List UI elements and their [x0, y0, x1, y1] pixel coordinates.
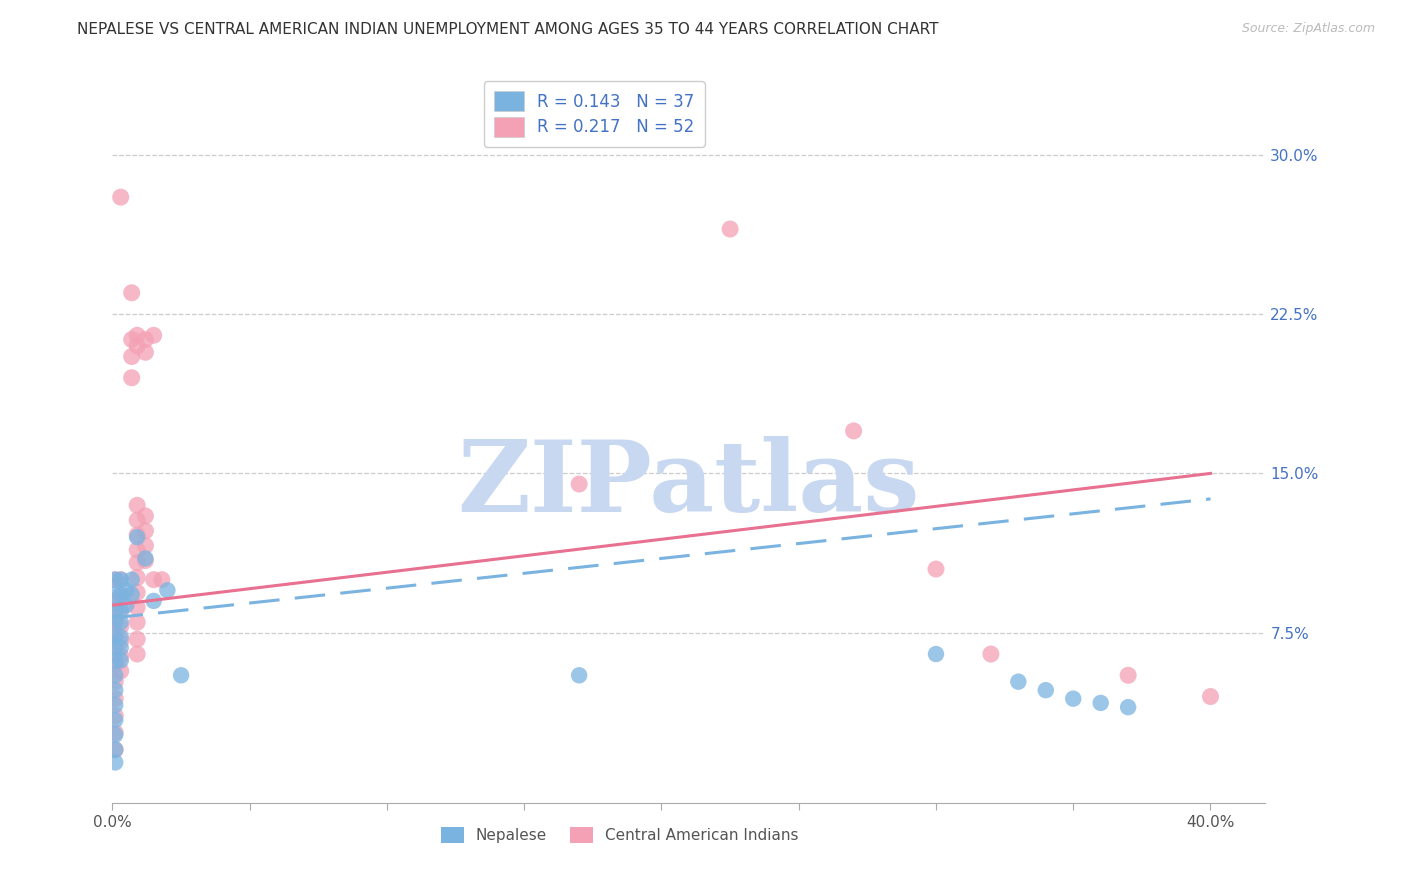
Point: [104, 742, 127, 756]
Point: [1116, 700, 1139, 714]
Point: [104, 674, 127, 689]
Point: [134, 508, 156, 523]
Point: [127, 528, 149, 542]
Point: [568, 668, 591, 682]
Point: [121, 285, 143, 300]
Point: [104, 668, 127, 682]
Point: [127, 570, 149, 584]
Point: [127, 615, 149, 630]
Point: [134, 539, 156, 553]
Point: [104, 588, 127, 602]
Point: [127, 339, 149, 353]
Point: [925, 647, 948, 661]
Point: [104, 640, 127, 655]
Point: [980, 647, 1002, 661]
Point: [127, 585, 149, 599]
Point: [134, 333, 156, 347]
Point: [110, 630, 132, 644]
Point: [104, 698, 127, 712]
Text: Source: ZipAtlas.com: Source: ZipAtlas.com: [1241, 22, 1375, 36]
Point: [104, 594, 127, 608]
Point: [104, 573, 127, 587]
Point: [110, 634, 132, 648]
Point: [127, 556, 149, 570]
Point: [718, 222, 741, 236]
Point: [104, 573, 127, 587]
Point: [1116, 668, 1139, 682]
Point: [104, 611, 127, 625]
Point: [104, 756, 127, 770]
Point: [115, 583, 138, 598]
Point: [121, 333, 143, 347]
Point: [1090, 696, 1112, 710]
Point: [104, 602, 127, 616]
Point: [104, 653, 127, 667]
Point: [127, 328, 149, 343]
Point: [104, 742, 127, 756]
Point: [104, 625, 127, 640]
Point: [104, 683, 127, 698]
Point: [127, 600, 149, 615]
Point: [1062, 691, 1084, 706]
Point: [110, 664, 132, 678]
Point: [121, 573, 143, 587]
Point: [110, 573, 132, 587]
Legend: Nepalese, Central American Indians: Nepalese, Central American Indians: [434, 822, 804, 849]
Point: [1199, 690, 1222, 704]
Point: [127, 530, 149, 544]
Point: [134, 553, 156, 567]
Point: [104, 691, 127, 706]
Point: [104, 657, 127, 672]
Point: [110, 602, 132, 616]
Point: [127, 542, 149, 557]
Point: [134, 345, 156, 359]
Point: [121, 371, 143, 385]
Point: [104, 728, 127, 742]
Point: [127, 498, 149, 512]
Point: [568, 477, 591, 491]
Point: [121, 350, 143, 364]
Point: [104, 630, 127, 644]
Point: [1007, 674, 1029, 689]
Point: [110, 605, 132, 619]
Point: [110, 619, 132, 633]
Point: [142, 573, 165, 587]
Point: [134, 524, 156, 538]
Point: [110, 649, 132, 664]
Point: [104, 713, 127, 727]
Point: [110, 573, 132, 587]
Point: [110, 615, 132, 630]
Point: [127, 513, 149, 527]
Point: [925, 562, 948, 576]
Point: [1035, 683, 1057, 698]
Text: NEPALESE VS CENTRAL AMERICAN INDIAN UNEMPLOYMENT AMONG AGES 35 TO 44 YEARS CORRE: NEPALESE VS CENTRAL AMERICAN INDIAN UNEM…: [77, 22, 939, 37]
Point: [150, 573, 173, 587]
Point: [110, 590, 132, 604]
Point: [127, 632, 149, 647]
Point: [110, 190, 132, 204]
Point: [110, 588, 132, 602]
Text: ZIPatlas: ZIPatlas: [458, 436, 920, 533]
Point: [156, 583, 179, 598]
Point: [104, 615, 127, 630]
Point: [104, 640, 127, 655]
Point: [121, 588, 143, 602]
Point: [110, 653, 132, 667]
Point: [134, 551, 156, 566]
Point: [115, 598, 138, 612]
Point: [142, 594, 165, 608]
Point: [110, 640, 132, 655]
Point: [142, 328, 165, 343]
Point: [170, 668, 193, 682]
Point: [127, 647, 149, 661]
Point: [104, 708, 127, 723]
Point: [104, 725, 127, 739]
Point: [842, 424, 865, 438]
